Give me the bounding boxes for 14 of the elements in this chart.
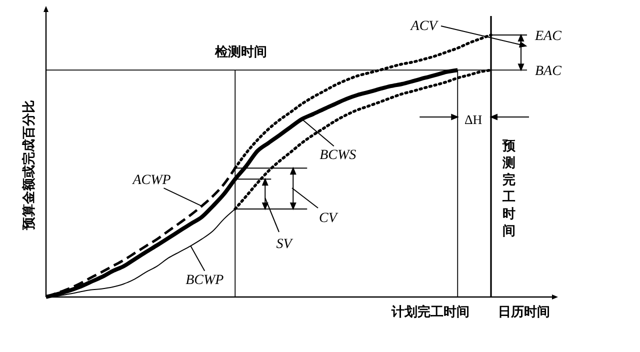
text: ACWP: [132, 173, 172, 188]
annotation: SV: [276, 237, 294, 252]
x-axis-title: 日历时间: [498, 304, 550, 319]
text: 计划完工时间: [390, 304, 470, 319]
ref-line-label: BAC: [535, 64, 562, 80]
ref-line-label: EAC: [534, 29, 562, 44]
annotation: 检测时间: [214, 44, 268, 60]
text: BCWS: [320, 148, 356, 164]
annotation: 预测完工时间: [502, 138, 516, 238]
annotation: ΔH: [464, 112, 482, 127]
y-axis-title: 预算金额或完成百分比: [21, 100, 36, 231]
annotation: CV: [319, 211, 338, 226]
text: ACV: [410, 19, 439, 34]
series-label: BCWP: [186, 272, 224, 288]
